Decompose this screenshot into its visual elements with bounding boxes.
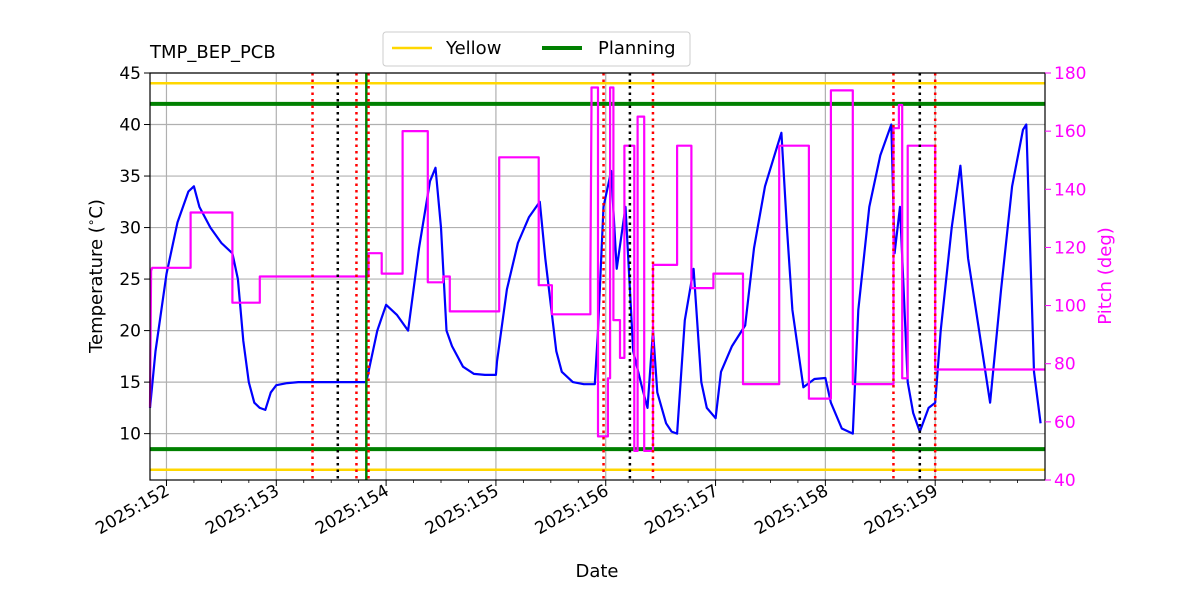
legend-box [382,31,691,67]
y-tick-label: 20 [119,322,141,342]
x-tick-label: 2025:158 [751,481,832,539]
limit-lines-layer [150,82,1045,471]
y-tick-label: 45 [119,64,141,84]
y2-axis-label: Pitch (deg) [1095,227,1116,325]
y2-tick-label: 40 [1054,471,1076,491]
y2-tick-label: 140 [1054,180,1086,200]
y-tick-label: 40 [119,116,141,136]
pitch-series-line [148,86,1045,452]
x-tick-label: 2025:157 [642,481,723,539]
y-tick-label: 30 [119,219,141,239]
y2-tick-label: 60 [1054,413,1076,433]
y2-tick-label: 160 [1054,122,1086,142]
legend-label-yellow: Yellow [445,38,501,59]
x-tick-label: 2025:156 [532,481,613,539]
y-tick-label: 35 [119,167,141,187]
x-tick-label: 2025:159 [861,481,942,539]
y-tick-label: 15 [119,373,141,393]
x-tick-label: 2025:153 [202,481,283,539]
x-tick-label: 2025:154 [312,481,393,539]
legend-label-planning: Planning [598,38,676,59]
x-axis-label: Date [575,561,618,582]
plot-frame [149,72,1046,481]
y-tick-label: 25 [119,270,141,290]
legend: Yellow Planning [382,31,691,67]
y2-tick-label: 80 [1054,355,1076,375]
y2-tick-label: 120 [1054,238,1086,258]
vertical-markers-layer [311,73,937,480]
y2-tick-label: 180 [1054,64,1086,84]
y2-tick-label: 100 [1054,297,1086,317]
y-tick-label: 10 [119,425,141,445]
x-tick-label: 2025:155 [422,481,503,539]
chart-title: TMP_BEP_PCB [149,42,276,63]
x-tick-label: 2025:152 [92,481,173,539]
y-axis-label: Temperature (∘C) [84,199,107,354]
series-layer [148,86,1045,452]
